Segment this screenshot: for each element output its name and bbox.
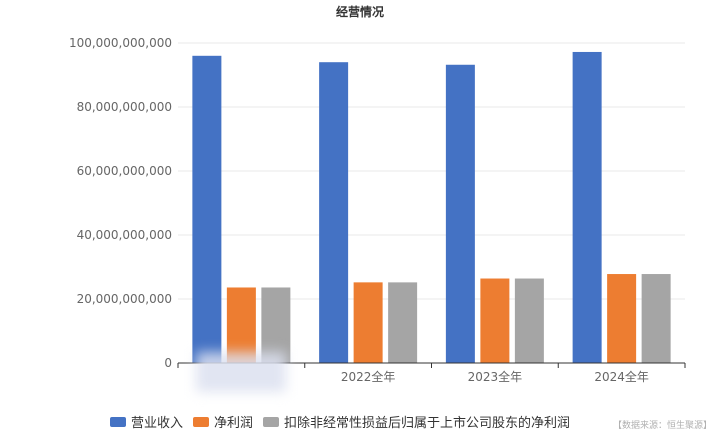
bar (353, 282, 383, 363)
bar (388, 282, 418, 363)
bar (226, 287, 256, 363)
x-tick-label: 2022全年 (341, 369, 396, 384)
bar (319, 62, 349, 363)
y-tick-label: 80,000,000,000 (77, 100, 172, 114)
x-tick-label: 2023全年 (468, 369, 523, 384)
bar (607, 274, 637, 363)
legend-item-net-profit[interactable]: 净利润 (193, 412, 253, 431)
blurred-x-label (196, 352, 286, 392)
bar (572, 51, 602, 364)
legend-label-net-profit: 净利润 (214, 416, 254, 431)
chart-title: 经营情况 (336, 4, 384, 19)
bar (192, 55, 222, 364)
legend-label-adjusted-net-profit: 扣除非经常性损益后归属于上市公司股东的净利润 (284, 416, 571, 431)
grid-lines (178, 42, 685, 300)
y-tick-label: 100,000,000,000 (69, 36, 172, 50)
data-source-note: 【数据来源：恒生聚源】 (612, 421, 712, 431)
y-tick-label: 60,000,000,000 (77, 164, 172, 178)
bar (445, 64, 475, 363)
y-tick-label: 0 (164, 356, 172, 370)
legend-item-adjusted-net-profit[interactable]: 扣除非经常性损益后归属于上市公司股东的净利润 (263, 412, 570, 431)
bar (514, 278, 544, 363)
bar (480, 278, 510, 363)
bars (192, 51, 671, 364)
x-tick-label: 2024全年 (594, 369, 649, 384)
y-tick-label: 40,000,000,000 (77, 228, 172, 242)
legend-item-revenue[interactable]: 营业收入 (110, 412, 183, 431)
legend-swatch-adjusted-net-profit (263, 416, 280, 427)
legend-swatch-net-profit (193, 416, 210, 427)
y-axis: 0 20,000,000,000 40,000,000,000 60,000,000,… (69, 36, 172, 370)
bar (641, 274, 671, 363)
bar (261, 287, 291, 363)
y-tick-label: 20,000,000,000 (77, 292, 172, 306)
legend: 营业收入 净利润 扣除非经常性损益后归属于上市公司股东的净利润 (110, 412, 580, 431)
legend-swatch-revenue (110, 416, 126, 427)
legend-label-revenue: 营业收入 (131, 416, 184, 431)
